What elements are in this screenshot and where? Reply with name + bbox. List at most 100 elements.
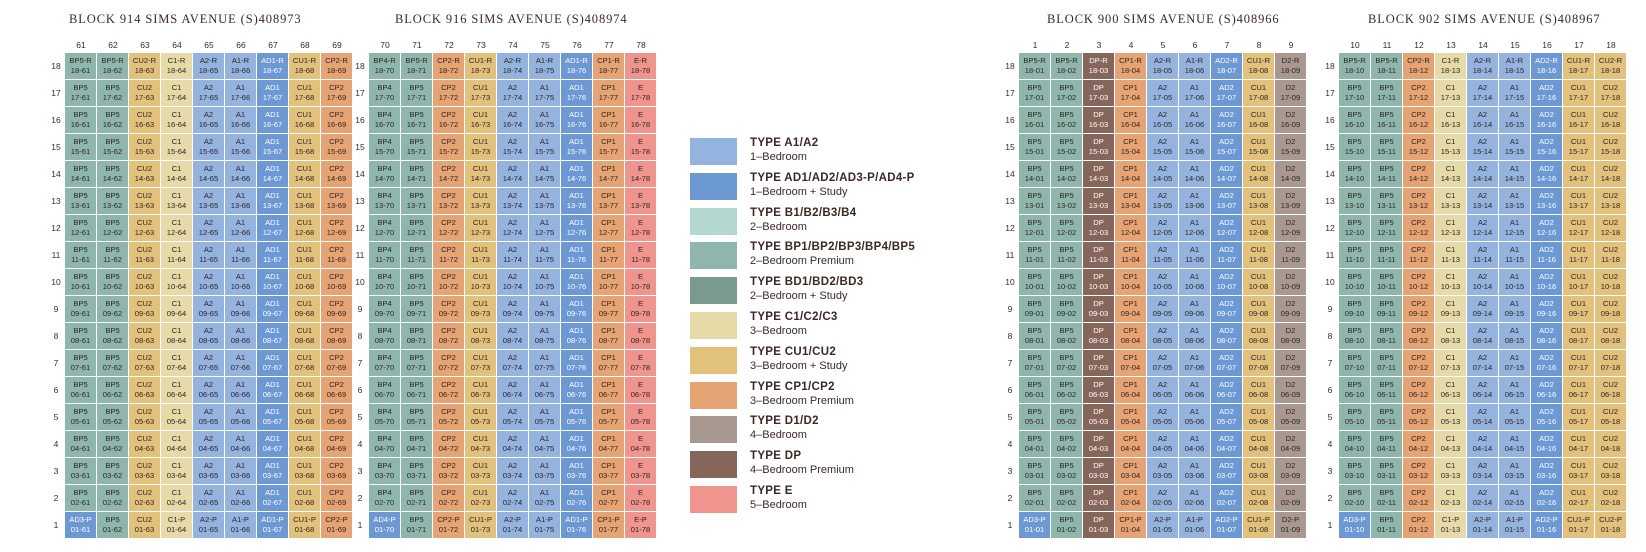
unit-cell[interactable]: BP5 05-01 [1019,404,1050,430]
unit-cell[interactable]: BP5 05-10 [1339,404,1370,430]
unit-cell[interactable]: DP 01-03 [1083,512,1114,538]
unit-cell[interactable]: CU1 15-17 [1563,134,1594,160]
unit-cell[interactable]: CP1 06-04 [1115,377,1146,403]
unit-cell[interactable]: BP5 08-71 [401,323,432,349]
unit-cell[interactable]: C1 11-64 [161,242,192,268]
unit-cell[interactable]: BP4 11-70 [369,242,400,268]
unit-cell[interactable]: AD1 16-67 [257,107,288,133]
unit-cell[interactable]: A2 04-14 [1467,431,1498,457]
unit-cell[interactable]: AD1 02-67 [257,485,288,511]
unit-cell[interactable]: CU1 14-68 [289,161,320,187]
unit-cell[interactable]: AD2 10-16 [1531,269,1562,295]
unit-cell[interactable]: A2 06-74 [497,377,528,403]
unit-cell[interactable]: C1 13-64 [161,188,192,214]
unit-cell[interactable]: A1 11-15 [1499,242,1530,268]
unit-cell[interactable]: AD1-P 01-67 [257,512,288,538]
unit-cell[interactable]: CP2 15-69 [321,134,352,160]
unit-cell[interactable]: C1 03-13 [1435,458,1466,484]
unit-cell[interactable]: BP5 06-62 [97,377,128,403]
unit-cell[interactable]: C1 05-13 [1435,404,1466,430]
unit-cell[interactable]: A2 06-14 [1467,377,1498,403]
unit-cell[interactable]: BP5 09-71 [401,296,432,322]
unit-cell[interactable]: CU1 03-08 [1243,458,1274,484]
unit-cell[interactable]: C1 04-64 [161,431,192,457]
unit-cell[interactable]: AD1 08-67 [257,323,288,349]
unit-cell[interactable]: A2 17-05 [1147,80,1178,106]
unit-cell[interactable]: BP5 07-01 [1019,350,1050,376]
unit-cell[interactable]: D2-R 18-09 [1275,53,1306,79]
unit-cell[interactable]: AD1-P 01-76 [561,512,592,538]
unit-cell[interactable]: D2 14-09 [1275,161,1306,187]
unit-cell[interactable]: CP2 16-12 [1403,107,1434,133]
unit-cell[interactable]: CP2 10-69 [321,269,352,295]
unit-cell[interactable]: CU1 17-08 [1243,80,1274,106]
unit-cell[interactable]: BP5 04-11 [1371,431,1402,457]
unit-cell[interactable]: A1 03-15 [1499,458,1530,484]
unit-cell[interactable]: BP5 11-11 [1371,242,1402,268]
unit-cell[interactable]: C1 17-13 [1435,80,1466,106]
unit-cell[interactable]: AD1 09-67 [257,296,288,322]
unit-cell[interactable]: BP5 01-02 [1051,512,1082,538]
unit-cell[interactable]: CP1 10-04 [1115,269,1146,295]
unit-cell[interactable]: CU1 16-08 [1243,107,1274,133]
unit-cell[interactable]: D2 05-09 [1275,404,1306,430]
unit-cell[interactable]: C1 16-13 [1435,107,1466,133]
unit-cell[interactable]: A1-R 18-66 [225,53,256,79]
unit-cell[interactable]: BP5-R 18-10 [1339,53,1370,79]
unit-cell[interactable]: CU1 14-08 [1243,161,1274,187]
unit-cell[interactable]: CP2 08-12 [1403,323,1434,349]
unit-cell[interactable]: A2 17-74 [497,80,528,106]
unit-cell[interactable]: AD2-R 18-16 [1531,53,1562,79]
unit-cell[interactable]: BP5 03-02 [1051,458,1082,484]
unit-cell[interactable]: CP2 05-12 [1403,404,1434,430]
unit-cell[interactable]: CP1 15-77 [593,134,624,160]
unit-cell[interactable]: AD2 12-16 [1531,215,1562,241]
unit-cell[interactable]: AD2 13-16 [1531,188,1562,214]
unit-cell[interactable]: A1 03-75 [529,458,560,484]
unit-cell[interactable]: CU1 13-08 [1243,188,1274,214]
unit-cell[interactable]: BP5 02-11 [1371,485,1402,511]
unit-cell[interactable]: CU2 07-18 [1595,350,1626,376]
unit-cell[interactable]: AD1 14-67 [257,161,288,187]
unit-cell[interactable]: CP1 17-04 [1115,80,1146,106]
unit-cell[interactable]: A1 05-75 [529,404,560,430]
unit-cell[interactable]: C1 07-13 [1435,350,1466,376]
unit-cell[interactable]: CU2 03-63 [129,458,160,484]
unit-cell[interactable]: E 06-78 [625,377,656,403]
unit-cell[interactable]: E 05-78 [625,404,656,430]
unit-cell[interactable]: A2 07-05 [1147,350,1178,376]
unit-cell[interactable]: CP1-R 18-77 [593,53,624,79]
unit-cell[interactable]: AD2 09-07 [1211,296,1242,322]
unit-cell[interactable]: BP5 15-62 [97,134,128,160]
unit-cell[interactable]: AD2 16-07 [1211,107,1242,133]
unit-cell[interactable]: AD1 06-76 [561,377,592,403]
unit-cell[interactable]: CP2 17-72 [433,80,464,106]
unit-cell[interactable]: A2 12-05 [1147,215,1178,241]
unit-cell[interactable]: CU1 15-08 [1243,134,1274,160]
unit-cell[interactable]: CP1-P 01-04 [1115,512,1146,538]
unit-cell[interactable]: AD1 12-67 [257,215,288,241]
unit-cell[interactable]: BP5 05-11 [1371,404,1402,430]
unit-cell[interactable]: A2 03-74 [497,458,528,484]
unit-cell[interactable]: A1 10-75 [529,269,560,295]
unit-cell[interactable]: E 08-78 [625,323,656,349]
unit-cell[interactable]: A2 11-65 [193,242,224,268]
unit-cell[interactable]: CP2-R 18-12 [1403,53,1434,79]
unit-cell[interactable]: AD2 08-07 [1211,323,1242,349]
unit-cell[interactable]: A1 14-75 [529,161,560,187]
unit-cell[interactable]: AD2 14-07 [1211,161,1242,187]
unit-cell[interactable]: BP5 02-61 [65,485,96,511]
unit-cell[interactable]: CP1 05-77 [593,404,624,430]
unit-cell[interactable]: A2 12-74 [497,215,528,241]
unit-cell[interactable]: CU2 06-18 [1595,377,1626,403]
unit-cell[interactable]: AD1 05-67 [257,404,288,430]
unit-cell[interactable]: BP5 03-10 [1339,458,1370,484]
unit-cell[interactable]: BP5 04-02 [1051,431,1082,457]
unit-cell[interactable]: A1 09-66 [225,296,256,322]
unit-cell[interactable]: CU1-R 18-68 [289,53,320,79]
unit-cell[interactable]: C1 07-64 [161,350,192,376]
unit-cell[interactable]: CU1 08-17 [1563,323,1594,349]
unit-cell[interactable]: A1 10-15 [1499,269,1530,295]
unit-cell[interactable]: AD1 03-76 [561,458,592,484]
unit-cell[interactable]: A1 16-75 [529,107,560,133]
